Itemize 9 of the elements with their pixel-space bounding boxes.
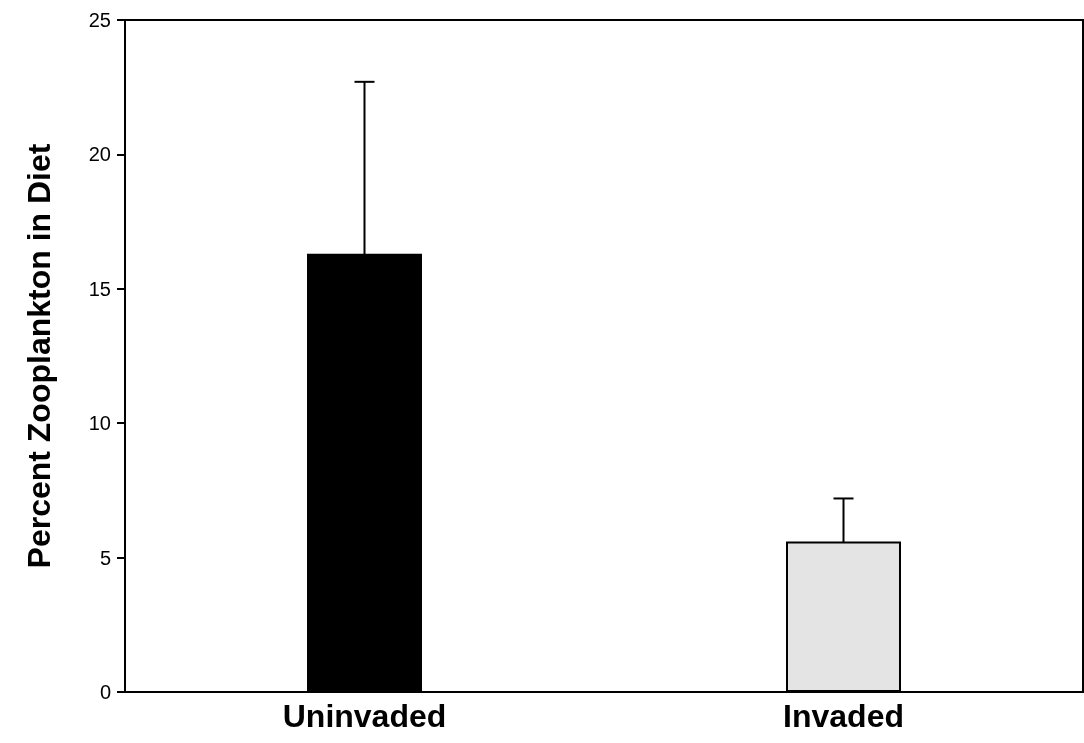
x-tick-label: Invaded (783, 698, 904, 734)
y-axis-title: Percent Zooplankton in Diet (21, 143, 57, 569)
y-tick-label: 5 (99, 546, 111, 569)
y-tick-label: 15 (88, 277, 111, 300)
y-tick-label: 0 (99, 681, 111, 703)
x-tick-label: Uninvaded (282, 698, 447, 734)
y-tick-label: 25 (88, 9, 111, 31)
y-tick-label: 10 (88, 412, 111, 435)
y-tick-label: 20 (88, 143, 111, 166)
